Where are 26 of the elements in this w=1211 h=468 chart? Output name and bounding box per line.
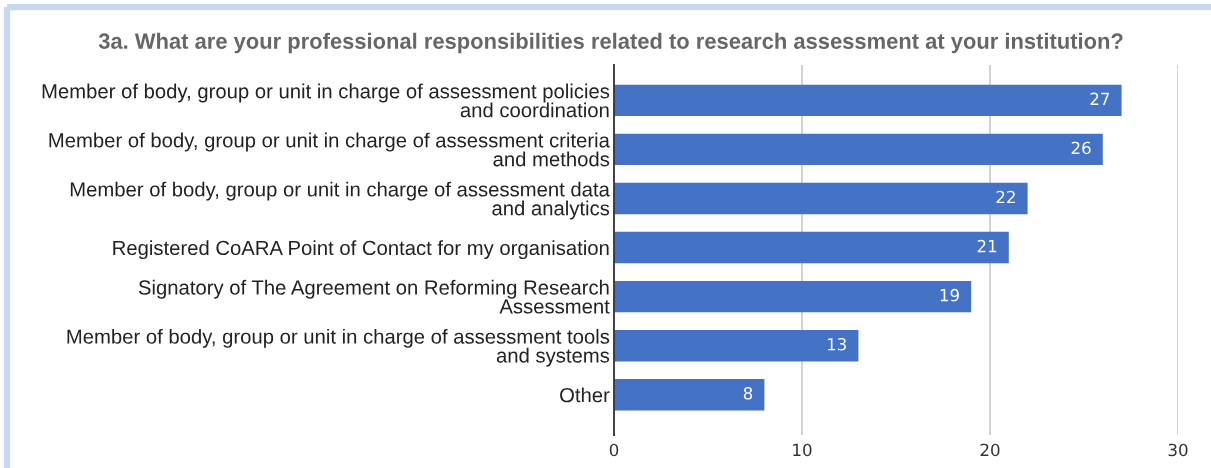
chart-title: 3a. What are your professional responsibilities related to research assessment at your institution? <box>98 32 1123 54</box>
data-label: 21 <box>977 239 997 253</box>
y-tick-label: Member of body, group or unit in charge of assessment policies and coordination <box>42 83 610 118</box>
bar <box>614 379 765 411</box>
y-tick-label: Member of body, group or unit in charge of assessment tools and systems <box>67 328 610 367</box>
bar <box>614 84 1122 117</box>
y-tick-label: Member of body, group or unit in charge of assessment criteria and methods <box>49 132 610 167</box>
y-tick-label: Other <box>560 387 610 403</box>
data-label: 22 <box>996 190 1015 204</box>
bar <box>614 329 859 362</box>
y-tick-label: Member of body, group or unit in charge of assessment data and analytics <box>70 181 610 220</box>
x-tick-label: 30 <box>1168 443 1188 457</box>
x-tick-label: 0 <box>609 443 619 457</box>
data-label: 13 <box>827 337 846 351</box>
y-tick-label: Signatory of The Agreement on Reforming Research Assessment <box>138 279 610 314</box>
x-tick-label: 20 <box>980 443 1000 457</box>
data-label: 26 <box>1071 141 1091 155</box>
bar <box>614 280 972 313</box>
y-tick-label: Registered CoARA Point of Contact for my organisation <box>113 240 609 260</box>
bar <box>614 133 1103 166</box>
data-label: 27 <box>1090 92 1110 105</box>
x-tick-label: 10 <box>793 443 812 457</box>
data-label: 8 <box>743 386 753 400</box>
bar <box>614 231 1009 264</box>
bar <box>614 182 1028 215</box>
data-label: 19 <box>940 288 959 302</box>
